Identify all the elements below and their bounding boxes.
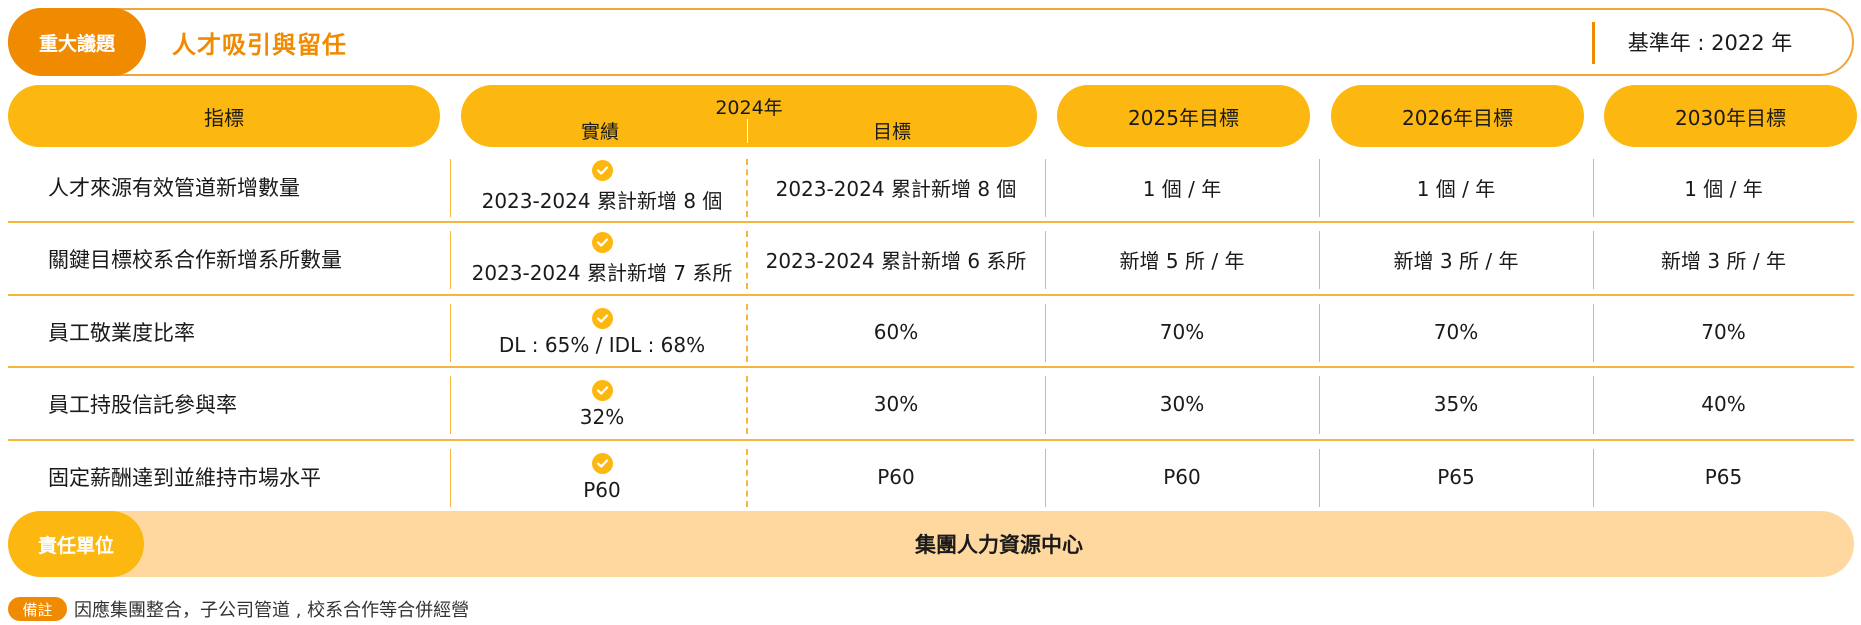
col-2025: 2025年目標 [1057, 85, 1310, 147]
col-2025-label: 2025年目標 [1128, 105, 1239, 130]
responsibility-label: 責任單位 [8, 511, 144, 577]
column-divider [1593, 304, 1594, 362]
column-divider [1045, 231, 1046, 289]
check-circle-icon [591, 452, 613, 474]
y2025-cell: 新增 5 所 / 年 [1119, 248, 1245, 273]
base-year: 基準年 : 2022 年 [1627, 31, 1793, 55]
column-divider [1045, 159, 1046, 217]
col-2024: 2024年 實績 目標 [461, 85, 1037, 147]
actual-value: 32% [579, 404, 625, 429]
column-divider [450, 231, 451, 289]
target-cell: 2023-2024 累計新增 6 系所 [765, 248, 1027, 273]
col-2024-year: 2024年 [715, 97, 783, 119]
row-separator [8, 294, 1854, 296]
y2026-cell: 35% [1433, 392, 1479, 416]
y2025-cell: 70% [1159, 320, 1205, 344]
row-separator [8, 221, 1854, 223]
column-divider [450, 376, 451, 434]
col-2024-divider [747, 119, 748, 143]
y2026-cell: 70% [1433, 320, 1479, 344]
table-row: 人才來源有效管道新增數量 2023-2024 累計新增 8 個 2023-202… [8, 151, 1854, 223]
column-divider [1045, 449, 1046, 507]
responsibility-unit: 集團人力資源中心 [915, 533, 1083, 557]
note-text: 因應集團整合，子公司管道 , 校系合作等合併經營 [74, 600, 470, 621]
target-cell: 30% [873, 392, 919, 416]
indicator-cell: 人才來源有效管道新增數量 [48, 176, 300, 200]
indicator-cell: 員工持股信託參與率 [48, 393, 237, 417]
actual-value: 2023-2024 累計新增 8 個 [481, 189, 723, 213]
col-indicator: 指標 [8, 85, 440, 147]
column-divider [1319, 304, 1320, 362]
column-divider [450, 159, 451, 217]
column-divider [450, 449, 451, 507]
dashed-divider [746, 159, 748, 217]
table-row: 員工敬業度比率 DL : 65% / IDL : 68% 60% 70% 70%… [8, 296, 1854, 368]
check-circle-icon [591, 160, 613, 181]
col-2026-label: 2026年目標 [1402, 105, 1513, 130]
column-divider [1319, 231, 1320, 289]
y2026-cell: 新增 3 所 / 年 [1393, 248, 1519, 273]
row-separator [8, 439, 1854, 441]
actual-cell: DL : 65% / IDL : 68% [450, 296, 754, 368]
y2025-cell: 1 個 / 年 [1142, 176, 1222, 201]
col-2030: 2030年目標 [1604, 85, 1857, 147]
header-divider [1592, 22, 1595, 64]
check-circle-icon [591, 379, 613, 401]
note-badge: 備註 [8, 597, 67, 621]
column-divider [1593, 231, 1594, 289]
column-divider [1593, 449, 1594, 507]
actual-cell: 2023-2024 累計新增 8 個 [450, 151, 754, 223]
responsibility-bar: 責任單位 集團人力資源中心 [8, 511, 1854, 577]
y2030-cell: 70% [1701, 320, 1746, 344]
actual-value: P60 [583, 477, 621, 502]
y2030-cell: 40% [1701, 392, 1746, 416]
dashed-divider [746, 449, 748, 507]
issue-tag: 重大議題 [8, 8, 146, 76]
y2030-cell: 1 個 / 年 [1684, 176, 1763, 201]
col-2030-label: 2030年目標 [1675, 105, 1786, 130]
col-2026: 2026年目標 [1331, 85, 1584, 147]
actual-cell: 2023-2024 累計新增 7 系所 [450, 223, 754, 295]
dashed-divider [746, 376, 748, 434]
actual-cell: 32% [450, 368, 754, 440]
actual-value: DL : 65% / IDL : 68% [498, 332, 706, 357]
col-2024-actual: 實績 [581, 121, 620, 143]
column-divider [1319, 159, 1320, 217]
y2026-cell: P65 [1437, 465, 1475, 489]
indicator-cell: 固定薪酬達到並維持市場水平 [48, 466, 321, 490]
column-divider [1593, 376, 1594, 434]
dashed-divider [746, 231, 748, 289]
column-divider [1319, 449, 1320, 507]
table-row: 固定薪酬達到並維持市場水平 P60 P60 P60 P65 P65 [8, 441, 1854, 513]
indicator-cell: 關鍵目標校系合作新增系所數量 [48, 248, 342, 272]
check-circle-icon [591, 307, 613, 329]
actual-cell: P60 [450, 441, 754, 513]
issue-title: 人才吸引與留任 [172, 30, 347, 59]
column-divider [1593, 159, 1594, 217]
column-divider [450, 304, 451, 362]
column-divider [1045, 304, 1046, 362]
target-cell: P60 [877, 465, 915, 489]
table-row: 關鍵目標校系合作新增系所數量 2023-2024 累計新增 7 系所 2023-… [8, 223, 1854, 295]
target-cell: 60% [873, 320, 919, 344]
y2025-cell: 30% [1159, 392, 1205, 416]
column-divider [1319, 376, 1320, 434]
column-divider [1045, 376, 1046, 434]
y2030-cell: P65 [1704, 465, 1743, 489]
issue-header: 重大議題 人才吸引與留任 基準年 : 2022 年 [8, 8, 1854, 76]
y2025-cell: P60 [1163, 465, 1201, 489]
col-2024-target: 目標 [873, 121, 912, 143]
col-indicator-label: 指標 [204, 105, 244, 130]
check-circle-icon [591, 232, 613, 253]
y2030-cell: 新增 3 所 / 年 [1661, 248, 1786, 273]
row-separator [8, 366, 1854, 368]
dashed-divider [746, 304, 748, 362]
target-cell: 2023-2024 累計新增 8 個 [775, 176, 1017, 201]
indicator-cell: 員工敬業度比率 [48, 321, 195, 345]
y2026-cell: 1 個 / 年 [1416, 176, 1496, 201]
table-row: 員工持股信託參與率 32% 30% 30% 35% 40% [8, 368, 1854, 440]
actual-value: 2023-2024 累計新增 7 系所 [471, 261, 733, 285]
